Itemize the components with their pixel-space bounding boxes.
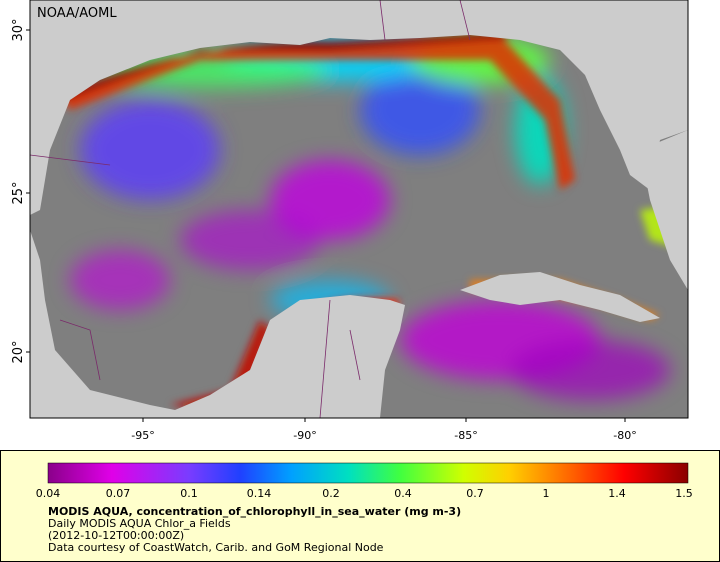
colorbar bbox=[47, 462, 689, 484]
land-north-america bbox=[30, 0, 688, 215]
caption-line: Data courtesy of CoastWatch, Carib. and … bbox=[48, 541, 384, 554]
colorbar-label: 0.4 bbox=[394, 487, 412, 500]
land-bahamas bbox=[640, 130, 688, 290]
colorbar-label: 0.14 bbox=[247, 487, 272, 500]
colorbar-label: 1.4 bbox=[608, 487, 626, 500]
colorbar-label: 0.04 bbox=[36, 487, 61, 500]
lon-label: -80° bbox=[613, 429, 636, 442]
caption-line: Daily MODIS AQUA Chlor_a Fields bbox=[48, 517, 231, 530]
colorbar-label: 0.1 bbox=[180, 487, 198, 500]
lat-label: 25° bbox=[11, 181, 26, 204]
source-label: NOAA/AOML bbox=[37, 6, 117, 21]
colorbar-label: 0.2 bbox=[322, 487, 340, 500]
lat-label: 30° bbox=[11, 18, 26, 41]
map-panel: NOAA/AOML bbox=[30, 0, 688, 418]
map-frame bbox=[29, 0, 689, 419]
colorbar-label: 1.5 bbox=[675, 487, 693, 500]
caption-title: MODIS AQUA, concentration_of_chlorophyll… bbox=[48, 505, 461, 518]
land-cuba bbox=[460, 272, 660, 322]
lon-label: -90° bbox=[293, 429, 316, 442]
axis-ticks bbox=[26, 29, 626, 422]
borders bbox=[30, 0, 471, 418]
colorbar-label: 0.07 bbox=[106, 487, 131, 500]
caption-line: (2012-10-12T00:00:00Z) bbox=[48, 529, 184, 542]
lat-label: 20° bbox=[11, 340, 26, 363]
colorbar-label: 1 bbox=[543, 487, 550, 500]
lon-label: -95° bbox=[131, 429, 154, 442]
colorbar-label: 0.7 bbox=[466, 487, 484, 500]
land-mexico bbox=[30, 230, 405, 418]
lon-label: -85° bbox=[454, 429, 477, 442]
